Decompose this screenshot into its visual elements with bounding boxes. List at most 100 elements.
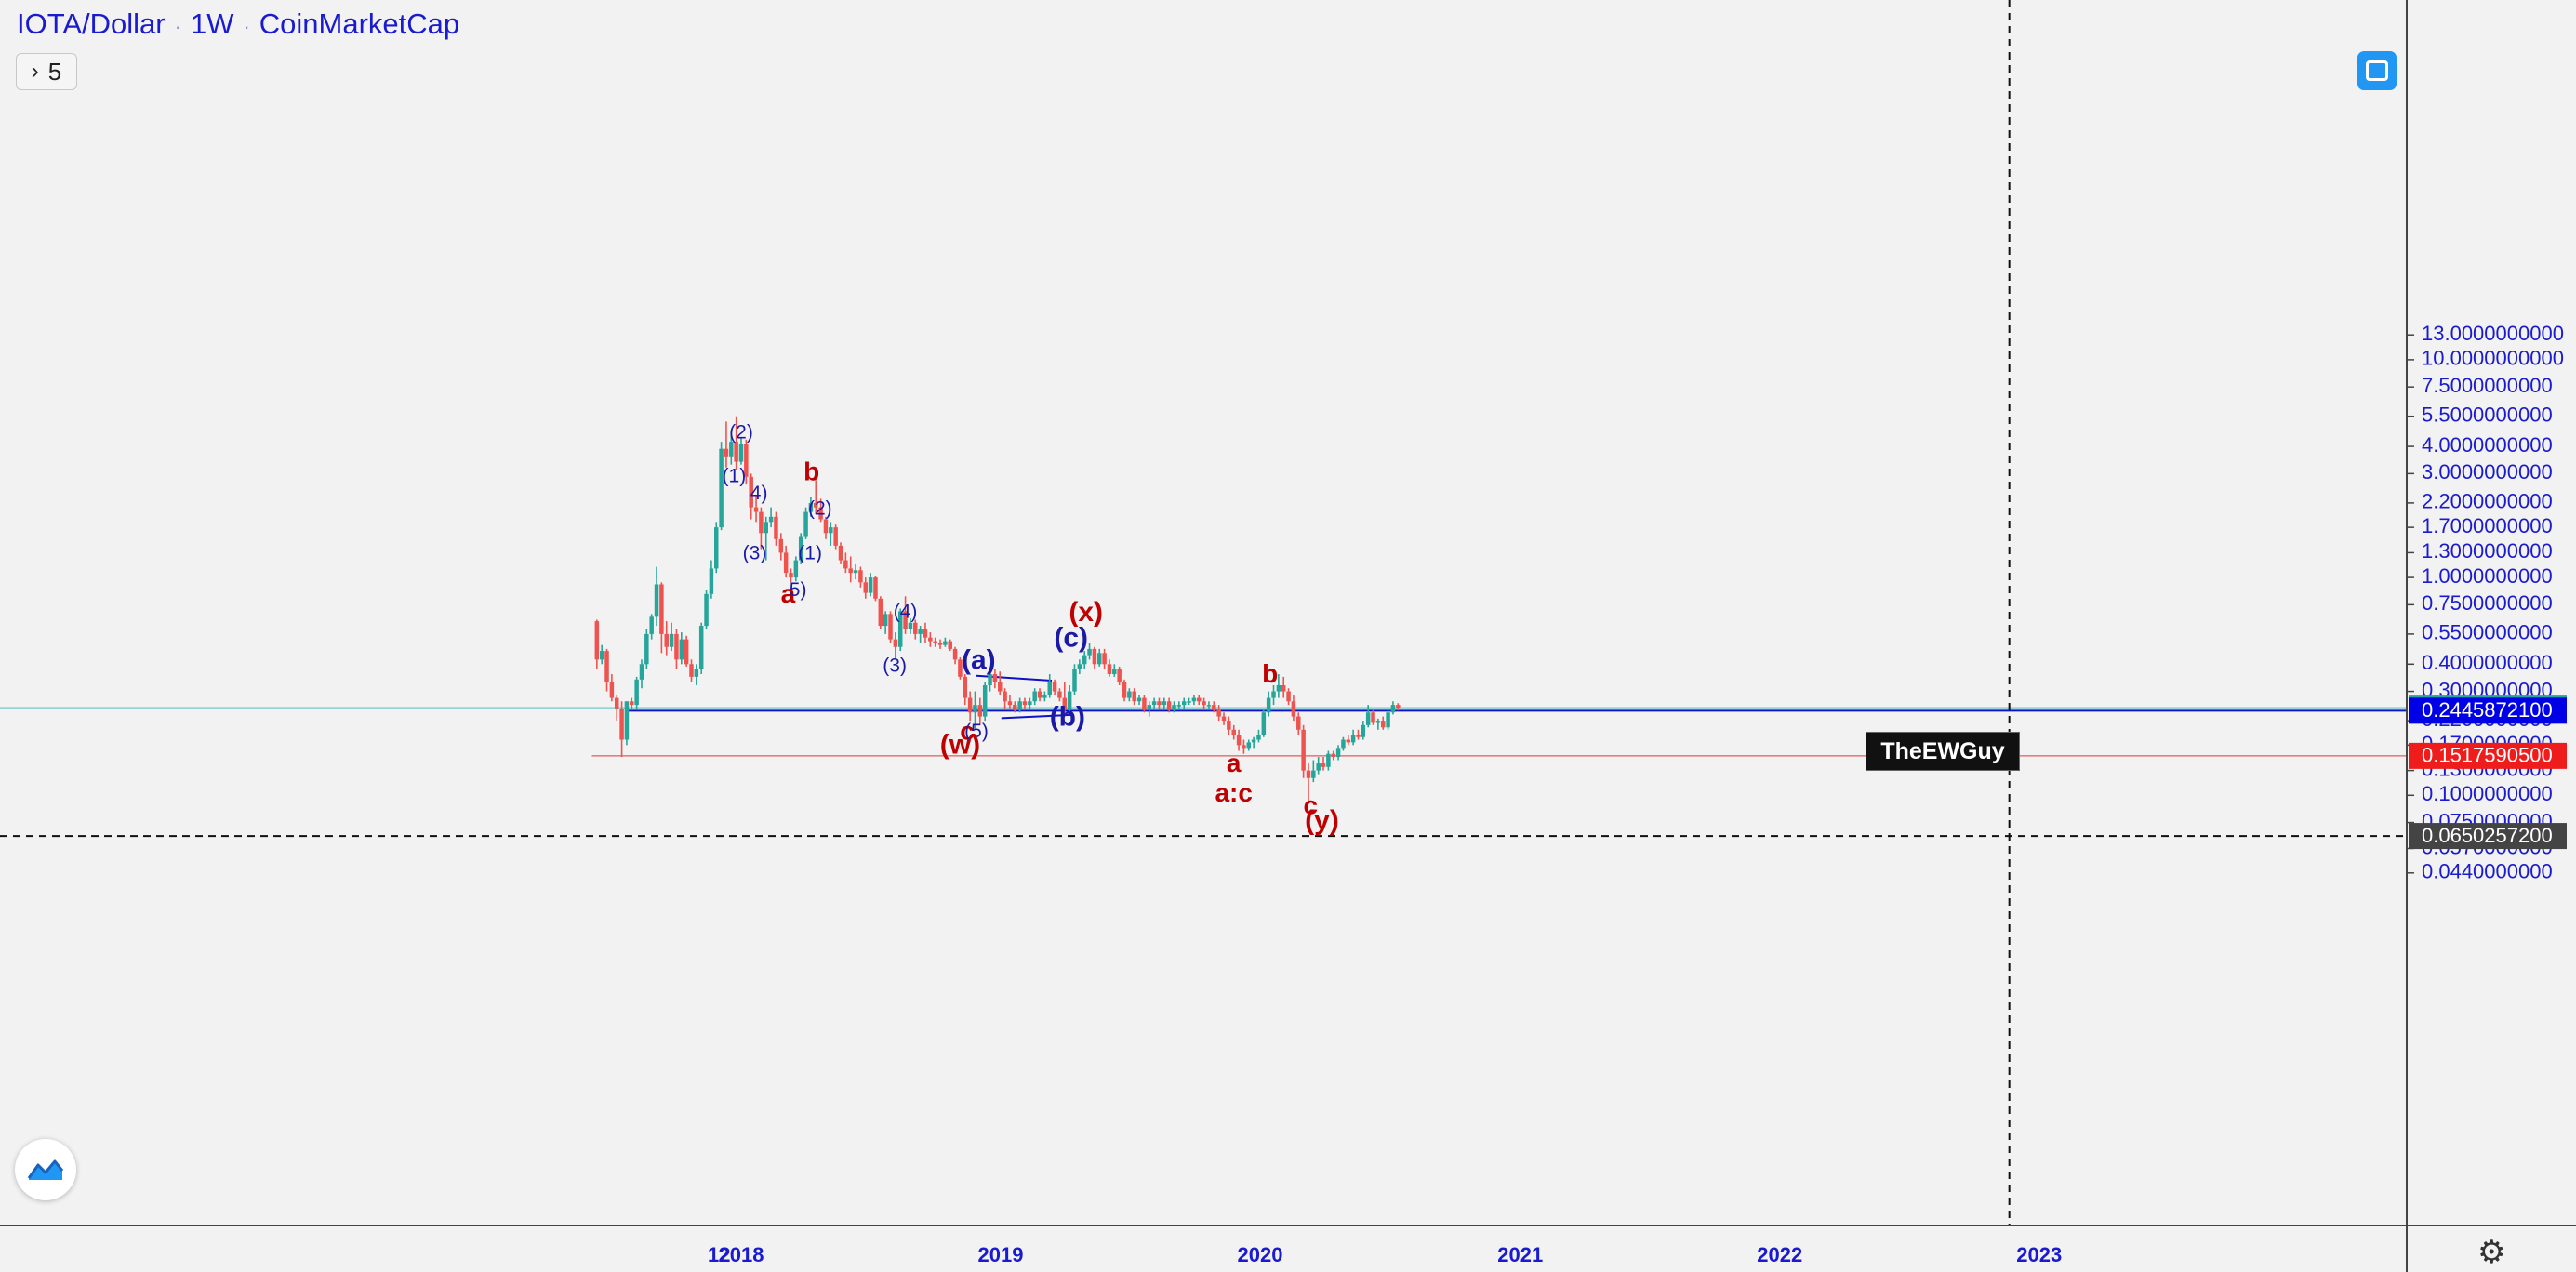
candle[interactable] <box>774 511 778 546</box>
candle[interactable] <box>973 691 977 730</box>
candle[interactable] <box>630 697 634 709</box>
candle[interactable] <box>679 632 684 665</box>
candle[interactable] <box>1087 643 1092 660</box>
candle[interactable] <box>992 669 998 689</box>
auto-scale-button[interactable] <box>2357 51 2397 90</box>
candle[interactable] <box>1266 691 1271 717</box>
candle[interactable] <box>1042 691 1047 702</box>
candle[interactable] <box>1326 750 1331 771</box>
candle[interactable] <box>649 614 654 640</box>
candle[interactable] <box>1028 697 1032 709</box>
candle[interactable] <box>594 619 600 669</box>
candle[interactable] <box>818 498 823 523</box>
candle[interactable] <box>1306 763 1311 802</box>
candle[interactable] <box>669 622 674 652</box>
candle[interactable] <box>1221 712 1227 725</box>
candle[interactable] <box>1350 729 1356 746</box>
candle[interactable] <box>749 473 753 520</box>
candle[interactable] <box>853 563 858 580</box>
candle[interactable] <box>729 431 734 465</box>
candle[interactable] <box>1371 709 1375 725</box>
candle[interactable] <box>1162 697 1167 709</box>
candle[interactable] <box>1251 736 1256 749</box>
candle[interactable] <box>644 629 649 669</box>
candle[interactable] <box>1197 695 1202 706</box>
candle[interactable] <box>1256 729 1261 743</box>
candle[interactable] <box>1202 697 1206 709</box>
indicators-toggle-button[interactable]: › 5 <box>16 53 77 90</box>
candle[interactable] <box>614 695 619 722</box>
candle[interactable] <box>1296 712 1301 735</box>
candle[interactable] <box>997 671 1003 696</box>
candle[interactable] <box>908 617 913 634</box>
candle[interactable] <box>1172 701 1176 713</box>
candle[interactable] <box>1216 705 1221 722</box>
candle[interactable] <box>893 632 898 660</box>
candle[interactable] <box>923 622 928 643</box>
symbol-name[interactable]: IOTA/Dollar <box>17 7 166 40</box>
candle[interactable] <box>783 545 789 578</box>
candle[interactable] <box>1281 676 1286 698</box>
candle[interactable] <box>1166 697 1172 713</box>
candle[interactable] <box>654 566 659 627</box>
candle[interactable] <box>1112 664 1117 677</box>
candle[interactable] <box>858 566 863 588</box>
candle[interactable] <box>753 495 759 523</box>
candle[interactable] <box>1057 688 1062 702</box>
candle[interactable] <box>1316 757 1321 775</box>
candle[interactable] <box>634 676 639 709</box>
candle[interactable] <box>1142 695 1147 713</box>
candle[interactable] <box>619 701 624 758</box>
candle[interactable] <box>1022 697 1028 709</box>
candle[interactable] <box>604 648 609 692</box>
candle[interactable] <box>883 611 888 634</box>
candle[interactable] <box>1335 745 1341 761</box>
candle[interactable] <box>709 560 714 599</box>
candle[interactable] <box>1206 701 1212 709</box>
candle[interactable] <box>1013 701 1017 713</box>
candle[interactable] <box>759 507 764 550</box>
candle[interactable] <box>684 635 689 667</box>
candle[interactable] <box>913 619 918 640</box>
candle[interactable] <box>789 568 793 583</box>
candle[interactable] <box>903 596 908 634</box>
candle[interactable] <box>599 644 604 665</box>
candle[interactable] <box>977 697 983 725</box>
candle[interactable] <box>878 596 883 629</box>
candle[interactable] <box>948 639 952 652</box>
candle[interactable] <box>1390 701 1396 715</box>
candle[interactable] <box>863 577 869 599</box>
candle[interactable] <box>664 621 669 656</box>
candle[interactable] <box>1301 724 1306 778</box>
candle[interactable] <box>1341 736 1346 751</box>
candle[interactable] <box>963 674 968 706</box>
candle[interactable] <box>1157 697 1162 709</box>
candle[interactable] <box>848 556 853 583</box>
candle[interactable] <box>698 622 704 675</box>
candle[interactable] <box>1321 757 1326 771</box>
candle[interactable] <box>1361 721 1366 740</box>
candle[interactable] <box>744 439 749 484</box>
candle[interactable] <box>738 437 744 465</box>
candle[interactable] <box>873 576 878 602</box>
candle[interactable] <box>1271 684 1276 706</box>
candle[interactable] <box>609 674 615 702</box>
candle[interactable] <box>1356 729 1361 740</box>
candle[interactable] <box>1227 716 1231 735</box>
candle[interactable] <box>778 533 784 561</box>
candle[interactable] <box>1032 688 1037 706</box>
candle[interactable] <box>1331 750 1335 761</box>
candle[interactable] <box>704 590 709 629</box>
candle[interactable] <box>897 608 903 652</box>
candle[interactable] <box>768 507 774 528</box>
candle[interactable] <box>793 556 799 582</box>
candle[interactable] <box>1191 695 1197 706</box>
candle[interactable] <box>1246 739 1252 751</box>
candle[interactable] <box>1047 674 1052 698</box>
candle[interactable] <box>1212 701 1216 713</box>
candle[interactable] <box>639 659 644 689</box>
candle[interactable] <box>1007 695 1013 709</box>
candle[interactable] <box>808 497 814 517</box>
candle[interactable] <box>952 646 958 665</box>
